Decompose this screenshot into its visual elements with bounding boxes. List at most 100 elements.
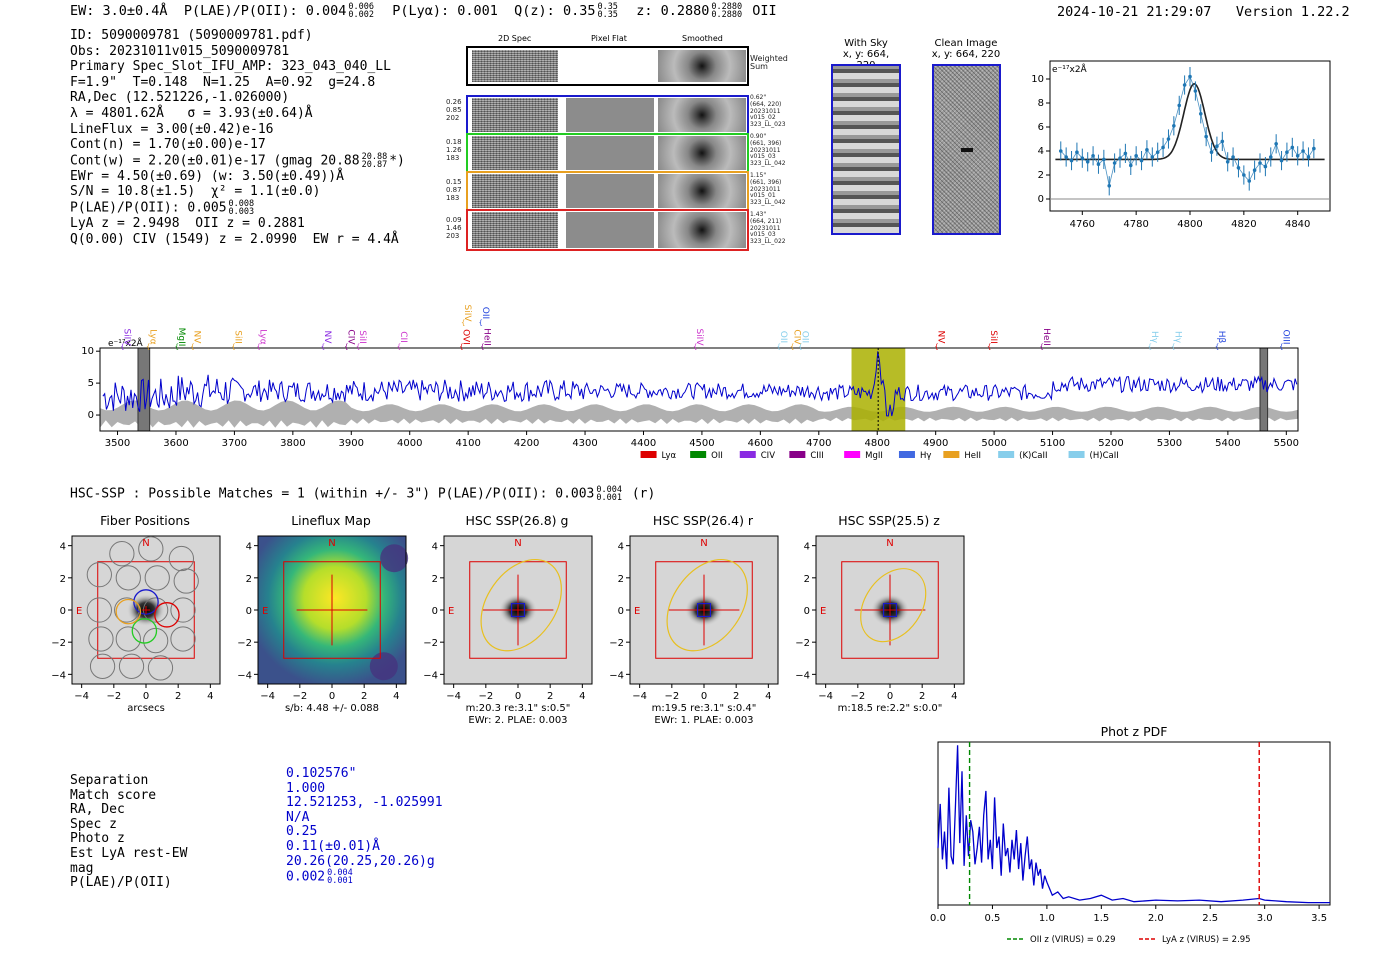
match-val-6: 20.26(20.25,20.26)g <box>286 853 435 869</box>
full-spectrum-chart: 3500 3600 3700 3800 3900 4000 4100 4200 4300 4400… <box>81 304 1299 461</box>
hsc-ytick-label: −2 <box>237 638 252 649</box>
info-sn: S/N = 10.8(±1.5) χ² = 1.1(±0.0) <box>70 184 321 200</box>
header-summary: EW: 3.0±0.4Å P(LAE)/P(OII): 0.004 0.006 0.… <box>70 2 777 20</box>
full-line-label: Hβ <box>1216 331 1226 344</box>
match-val-5: 0.11(±0.01)Å <box>286 838 380 854</box>
full-line-tick: { <box>934 343 938 351</box>
hsc-aperture-box <box>469 561 567 659</box>
zoom-ytick-label: 10 <box>1031 74 1044 85</box>
hsc-panel-g: HSC SSP(26.8) g N E 4 2 0 −2 −4 −4 −2 0 2 4 m:20.3 re… <box>423 510 622 726</box>
row1-left-labels: 0.26 0.85 202 <box>446 98 462 122</box>
row4-right-labels: 1.43" (664, 211) 20231011 v015_03 323_LL_022 <box>750 211 786 246</box>
hsc-panel-z: HSC SSP(25.5) z N E 4 2 0 −2 −4 −4 −2 0 2 4 m:18.5 re… <box>795 510 994 725</box>
full-line-label: SiIV <box>694 328 704 346</box>
row4-r2: 20231011 <box>750 224 781 232</box>
hsc-north-label: N <box>700 538 707 549</box>
full-line-tick: { <box>790 343 794 351</box>
full-legend-swatch <box>943 451 960 458</box>
row2-r0: 0.90" <box>750 133 767 140</box>
full-line-tick: { <box>120 343 124 351</box>
hsc-ytick-label: −4 <box>423 670 438 681</box>
row1-2dspec <box>472 98 558 132</box>
hsc-panel-plot: N E 4 2 0 −2 −4 −4 −2 0 2 4 m:20.3 re:3.1" s:0.5"EWr… <box>423 535 593 726</box>
full-legend-label: CIV <box>761 451 775 461</box>
hsc-ytick-label: −2 <box>51 638 66 649</box>
full-xtick-label: 4600 <box>748 438 773 449</box>
full-ylabel: e⁻¹⁷x2Å <box>108 337 144 349</box>
zoom-ytick-label: 4 <box>1038 146 1044 157</box>
full-legend-swatch <box>844 451 861 458</box>
full-legend-swatch <box>789 451 806 458</box>
full-xtick-label: 5300 <box>1157 438 1182 449</box>
row4-l1: 1.46 <box>446 224 462 232</box>
hsc-panel-plot: N E 4 2 0 −2 −4 −4 −2 0 2 4 s/b: 4.48 +/- 0.088 <box>237 535 409 714</box>
fiber-circle <box>173 568 199 594</box>
zoom-xtick-label: 4820 <box>1231 219 1256 230</box>
cutout-row-1 <box>466 95 749 135</box>
match-plae-sup: 0.004 <box>327 868 353 879</box>
match-key-0: Separation <box>70 773 149 788</box>
full-line-label: CIV <box>791 329 801 345</box>
full-xtick-label: 3900 <box>339 438 364 449</box>
full-legend-swatch <box>690 451 707 458</box>
zoom-xtick-label: 4760 <box>1070 219 1095 230</box>
match-val-7: 0.002 0.004 0.001 <box>286 868 443 886</box>
row3-2dspec <box>472 174 558 208</box>
hsc-ytick-label: 0 <box>60 606 66 617</box>
clean-image <box>932 64 1001 235</box>
info-primary: Primary Spec_Slot_IFU_AMP: 323_043_040_L… <box>70 59 391 75</box>
full-xtick-label: 3500 <box>105 438 130 449</box>
match-key-1: Match score <box>70 787 157 803</box>
photz-xtick-label: 1.0 <box>1039 913 1055 924</box>
hsc-ytick-label: −2 <box>423 638 438 649</box>
hsc-ytick-label: 4 <box>60 542 66 553</box>
info-contw-sub: 20.87 <box>361 159 388 170</box>
row2-left-labels: 0.18 1.26 183 <box>446 138 462 162</box>
full-xtick-label: 3600 <box>163 438 188 449</box>
hsc-match-box <box>882 602 898 618</box>
hsc-panel-title: Lineflux Map <box>291 513 371 528</box>
full-line-tick: { <box>1279 343 1283 351</box>
row4-flat <box>566 212 654 248</box>
full-legend-swatch <box>640 451 657 458</box>
hsc-ytick-label: 4 <box>432 542 438 553</box>
full-line-tick: { <box>1040 343 1044 351</box>
full-line-tick: { <box>356 343 360 351</box>
hsc-xtick-label: 4 <box>207 691 213 702</box>
fiber-circle <box>170 597 196 623</box>
hsc-north-label: N <box>514 538 521 549</box>
hsc-north-label: N <box>142 538 149 549</box>
photz-legend-oii: OII z (VIRUS) = 0.29 <box>1030 935 1116 945</box>
full-legend-label: Hγ <box>920 451 931 461</box>
zoom-spectrum-chart: 4760 4780 4800 4820 4840 0 2 4 6 8 10 e⁻¹⁷x2Å <box>1031 60 1331 230</box>
row4-l0: 0.09 <box>446 216 462 224</box>
hsc-ellipse <box>860 568 927 643</box>
hsc-xtick-label: −2 <box>106 691 121 702</box>
fiber-circle <box>114 597 140 623</box>
row3-r2: 20231011 <box>750 185 781 193</box>
clean-image-title: Clean Image x, y: 664, 220 <box>930 38 1002 60</box>
full-legend-label: MgII <box>865 451 883 461</box>
hsc-ytick-label: −4 <box>51 670 66 681</box>
hsc-ytick-label: 2 <box>618 574 624 585</box>
full-line-tick: { <box>1215 343 1219 351</box>
hsc-xtick-label: 0 <box>515 691 521 702</box>
hsc-xtick-label: 4 <box>579 691 585 702</box>
match-key-4: Photo z <box>70 831 125 847</box>
photz-xtick-label: 1.5 <box>1093 913 1109 924</box>
full-line-label: OII <box>480 307 490 319</box>
full-frame <box>99 347 1299 432</box>
weighted-sum-label: Weighted Sum <box>750 54 788 71</box>
hsc-aperture-box <box>283 561 381 659</box>
zoom-xtick-label: 4800 <box>1177 219 1202 230</box>
hsc-panel-plot: N E 4 2 0 −2 −4 −4 −2 0 2 4 m:19.5 re:3.1" s:0.4"EWr… <box>609 535 779 726</box>
photz-legend-lya: LyA z (VIRUS) = 2.95 <box>1162 935 1251 945</box>
hsc-ytick-label: 2 <box>432 574 438 585</box>
match-key-2: RA, Dec <box>70 802 125 818</box>
match-val-2: 12.521253, -1.025991 <box>286 795 443 811</box>
match-val-7-text: 0.002 <box>286 869 326 885</box>
hsc-xtick-label: −4 <box>818 691 833 702</box>
header-version: Version 1.22.2 <box>1235 4 1350 20</box>
hsc-xtick-label: −4 <box>632 691 647 702</box>
header-plae-sup: 0.006 <box>348 2 374 12</box>
